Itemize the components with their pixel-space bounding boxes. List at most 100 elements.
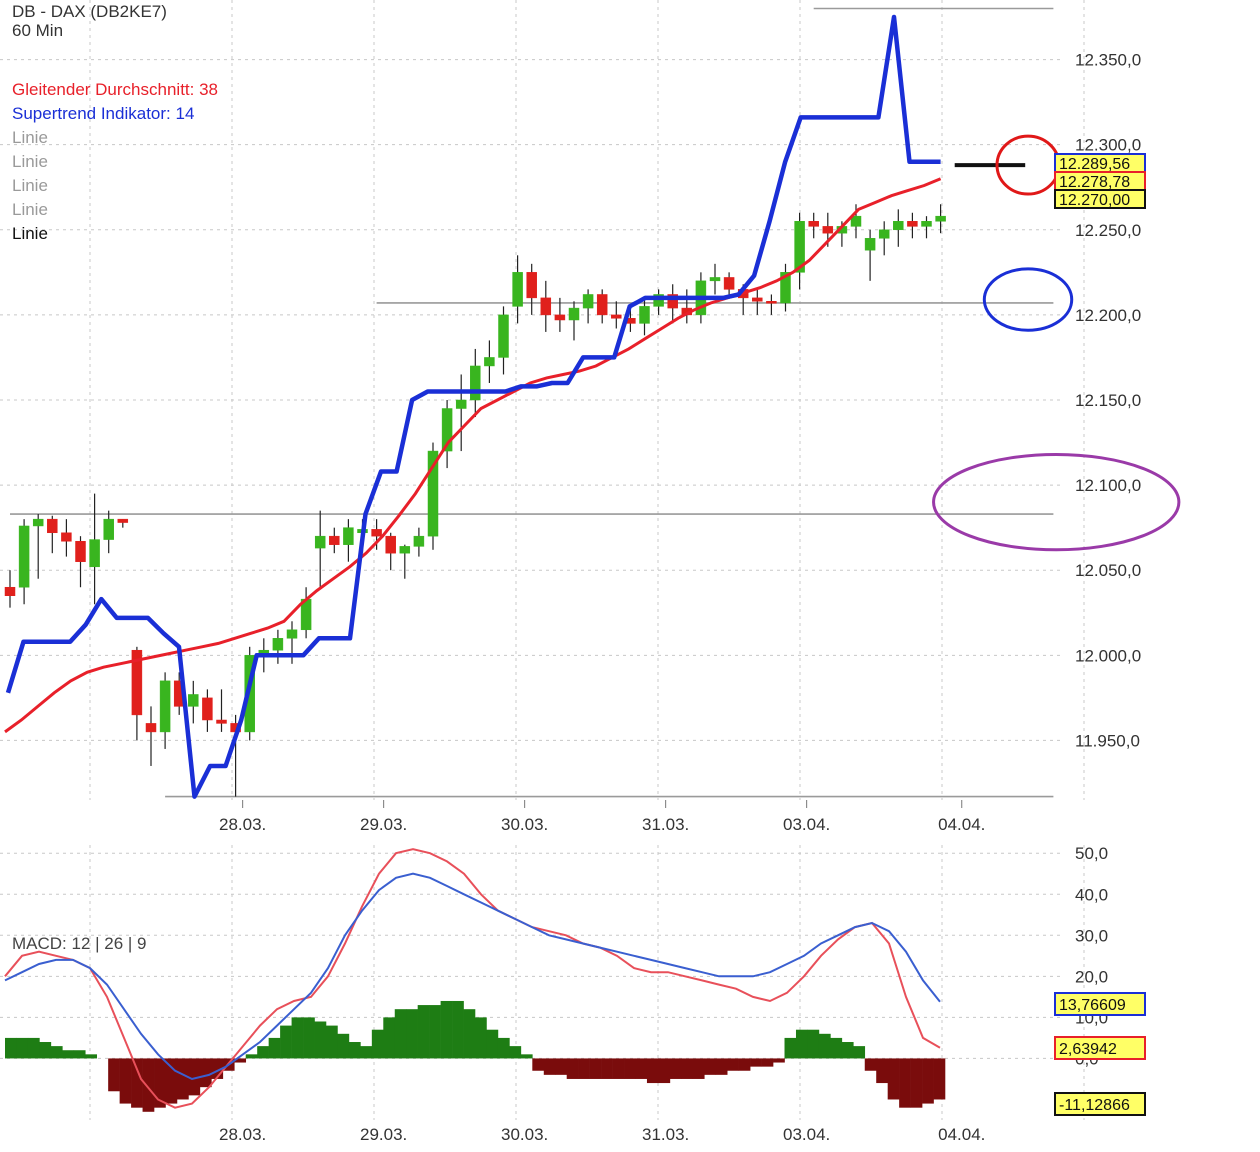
candle-body-28 — [399, 546, 411, 554]
moving-average-line — [4, 177, 942, 734]
macd-hist-bar-50 — [578, 1058, 590, 1079]
date-axis-ticks-main: 28.03. 29.03. 30.03. 31.03. 03.04. 04.04. — [219, 800, 985, 834]
macd-label-text-0: 13,76609 — [1059, 997, 1126, 1014]
chart-interval: 60 Min — [12, 21, 63, 40]
macd-hist-bar-1 — [16, 1037, 29, 1059]
candle-body-7 — [103, 518, 114, 540]
macd-hist-bar-59 — [681, 1058, 694, 1079]
candle-body-39 — [554, 314, 566, 321]
candle-body-50 — [709, 277, 721, 282]
macd-hist-bar-11 — [131, 1058, 143, 1108]
annotation-ellipse-2 — [932, 452, 1181, 552]
candle-body-65 — [921, 221, 932, 227]
candle-body-2 — [32, 518, 44, 527]
macd-hist-bar-10 — [119, 1058, 132, 1104]
candle-body-46 — [653, 294, 664, 307]
macd-hist-bar-47 — [543, 1058, 556, 1075]
macd-hist-bar-14 — [165, 1058, 178, 1104]
legend-item-0: Gleitender Durchschnitt: 38 — [12, 80, 218, 99]
macd-hist-bar-4 — [50, 1046, 63, 1059]
macd-hist-bar-68 — [784, 1037, 797, 1059]
date-tick-main-5: 04.04. — [938, 815, 985, 834]
macd-hist-bar-70 — [807, 1029, 820, 1059]
candle-body-32 — [455, 399, 467, 409]
macd-label: MACD: 12 | 26 | 9 — [12, 934, 147, 953]
macd-hist-bar-39 — [452, 1000, 464, 1059]
candle-body-0 — [4, 586, 16, 596]
macd-hist-bar-69 — [795, 1029, 808, 1059]
macd-hist-bar-7 — [85, 1054, 98, 1059]
candle-body-10 — [145, 723, 157, 733]
legend-item-2: Linie — [12, 128, 48, 147]
candle-body-41 — [582, 294, 594, 309]
candle-body-20 — [286, 629, 298, 639]
macd-hist-bar-52 — [601, 1058, 613, 1079]
macd-hist-bar-29 — [337, 1033, 350, 1059]
price-label-box-2 — [1054, 189, 1146, 209]
candle-body-51 — [723, 277, 735, 290]
macd-hist-bar-60 — [692, 1058, 705, 1079]
macd-hist-bar-42 — [486, 1029, 499, 1059]
candle-body-64 — [907, 221, 918, 227]
macd-hist-bar-74 — [853, 1046, 866, 1059]
macd-hist-bar-67 — [773, 1058, 785, 1063]
macd-hist-bar-9 — [108, 1058, 120, 1092]
candle-body-3 — [47, 518, 58, 534]
price-tick-3: 12.200,0 — [1075, 306, 1141, 325]
candle-body-40 — [568, 307, 580, 321]
macd-hist-bar-53 — [612, 1058, 625, 1079]
candle-body-35 — [498, 314, 509, 358]
horizontal-lines — [10, 7, 1054, 798]
macd-hist-bar-18 — [211, 1058, 224, 1079]
macd-hist-bar-2 — [27, 1037, 40, 1059]
date-tick-macd-5: 04.04. — [938, 1125, 985, 1144]
price-tick-2: 12.250,0 — [1075, 221, 1141, 240]
macd-hist-bar-35 — [406, 1009, 418, 1059]
price-tick-7: 12.000,0 — [1075, 646, 1141, 665]
macd-hist-bar-25 — [291, 1017, 304, 1059]
macd-hist-bar-66 — [761, 1058, 774, 1067]
candle-body-14 — [202, 697, 213, 721]
macd-hist-bar-0 — [5, 1037, 17, 1059]
macd-hist-bar-78 — [899, 1058, 911, 1108]
candle-body-63 — [893, 221, 904, 231]
macd-tick-1: 40,0 — [1075, 885, 1108, 904]
date-tick-macd-2: 30.03. — [501, 1125, 548, 1144]
macd-hist-bar-65 — [750, 1058, 762, 1067]
macd-hist-bar-3 — [39, 1042, 52, 1059]
candle-body-30 — [427, 450, 439, 537]
date-tick-main-3: 31.03. — [642, 815, 689, 834]
candle-body-27 — [385, 535, 396, 554]
macd-hist-bar-72 — [830, 1037, 843, 1059]
candle-body-31 — [441, 408, 453, 452]
macd-value-labels: 13,76609 2,63942 -11,12866 — [1054, 992, 1146, 1116]
macd-hist-bar-76 — [876, 1058, 888, 1084]
macd-hist-bar-64 — [738, 1058, 751, 1071]
legend: Gleitender Durchschnitt: 38 Supertrend In… — [12, 80, 218, 243]
macd-hist-bar-30 — [348, 1042, 361, 1059]
macd-hist-bar-71 — [818, 1033, 831, 1059]
candle-body-22 — [314, 535, 326, 549]
candle-body-36 — [512, 272, 523, 307]
chart-title: DB - DAX (DB2KE7) — [12, 2, 167, 21]
price-tick-0: 12.350,0 — [1075, 51, 1141, 70]
candle-body-24 — [343, 527, 354, 545]
macd-hist-bar-37 — [429, 1005, 441, 1059]
macd-signal-line — [4, 872, 941, 1081]
macd-tick-3: 20,0 — [1075, 967, 1108, 986]
legend-item-1: Supertrend Indikator: 14 — [12, 104, 194, 123]
date-tick-macd-3: 31.03. — [642, 1125, 689, 1144]
date-tick-main-0: 28.03. — [219, 815, 266, 834]
macd-hist-bar-77 — [887, 1058, 900, 1100]
candle-body-15 — [216, 719, 227, 724]
macd-hist-bar-32 — [371, 1029, 384, 1059]
macd-hist-bar-51 — [589, 1058, 602, 1079]
candle-body-38 — [540, 297, 552, 316]
macd-label-box-0 — [1054, 992, 1146, 1016]
legend-item-6: Linie — [12, 224, 48, 243]
macd-hist-bar-20 — [234, 1058, 247, 1063]
price-tick-6: 12.050,0 — [1075, 561, 1141, 580]
candle-body-53 — [752, 297, 763, 302]
price-tick-8: 11.950,0 — [1075, 731, 1140, 750]
macd-histogram — [5, 1000, 946, 1112]
